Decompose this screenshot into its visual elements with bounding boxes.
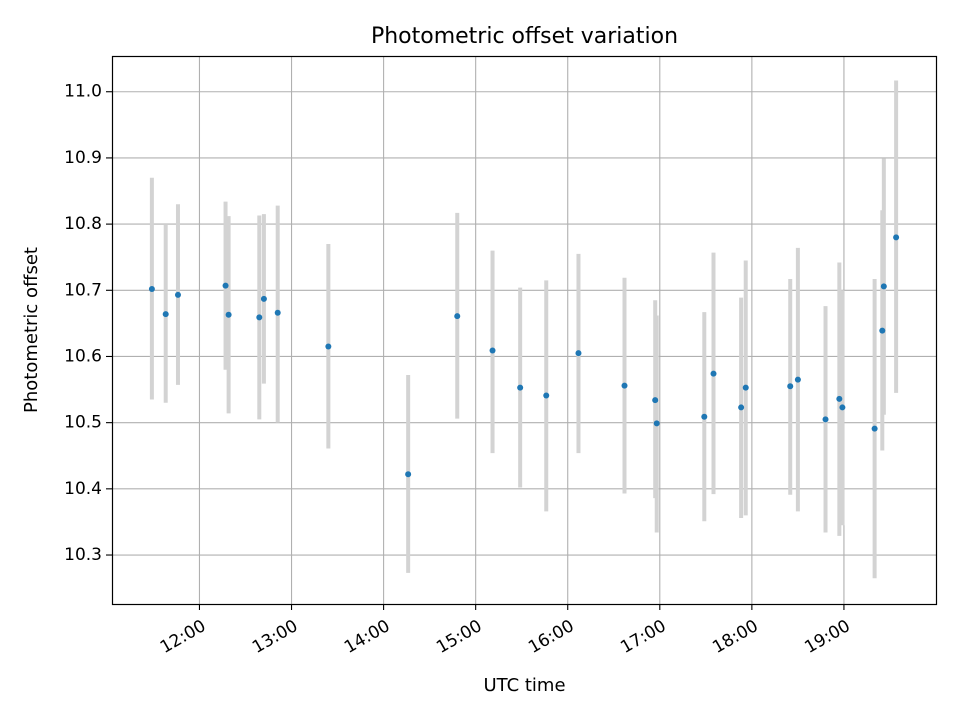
y-axis-title: Photometric offset — [21, 247, 42, 413]
data-point — [701, 413, 708, 420]
data-point — [543, 392, 550, 399]
data-point — [652, 397, 659, 404]
data-point — [871, 425, 878, 432]
data-point — [489, 347, 496, 354]
data-point — [893, 234, 900, 241]
plot-frame — [111, 55, 938, 606]
data-points — [148, 234, 900, 478]
y-tick-label: 11.0 — [64, 82, 102, 102]
data-point — [274, 309, 281, 316]
data-point — [787, 383, 794, 390]
y-tick-label: 10.5 — [64, 413, 102, 433]
data-point — [653, 420, 660, 427]
data-point — [148, 285, 155, 292]
data-point — [839, 404, 846, 411]
data-point — [794, 376, 801, 383]
data-point — [174, 291, 181, 298]
y-tick-label: 10.4 — [64, 479, 102, 499]
data-point — [260, 295, 267, 302]
data-point — [517, 384, 524, 391]
chart-title: Photometric offset variation — [371, 24, 678, 49]
data-point — [879, 327, 886, 334]
data-point — [256, 314, 263, 321]
data-point — [836, 395, 843, 402]
y-axis-ticks: 10.3 10.4 10.5 10.6 10.7 10.8 10.9 11.0 — [64, 82, 112, 565]
data-point — [880, 283, 887, 290]
data-point — [822, 416, 829, 423]
y-tick-label: 10.8 — [64, 214, 102, 234]
data-point — [225, 311, 232, 318]
data-point — [222, 282, 229, 289]
x-axis-title: UTC time — [483, 675, 565, 696]
data-point — [454, 313, 461, 320]
y-tick-label: 10.9 — [64, 148, 102, 168]
data-point — [325, 343, 332, 350]
y-tick-label: 10.6 — [64, 346, 102, 366]
y-tick-label: 10.3 — [64, 545, 102, 565]
data-point — [738, 404, 745, 411]
data-point — [162, 311, 169, 318]
data-point — [710, 370, 717, 377]
data-point — [575, 350, 582, 357]
data-point — [621, 382, 628, 389]
y-tick-label: 10.7 — [64, 280, 102, 300]
data-point — [405, 471, 412, 478]
data-point — [742, 384, 749, 391]
